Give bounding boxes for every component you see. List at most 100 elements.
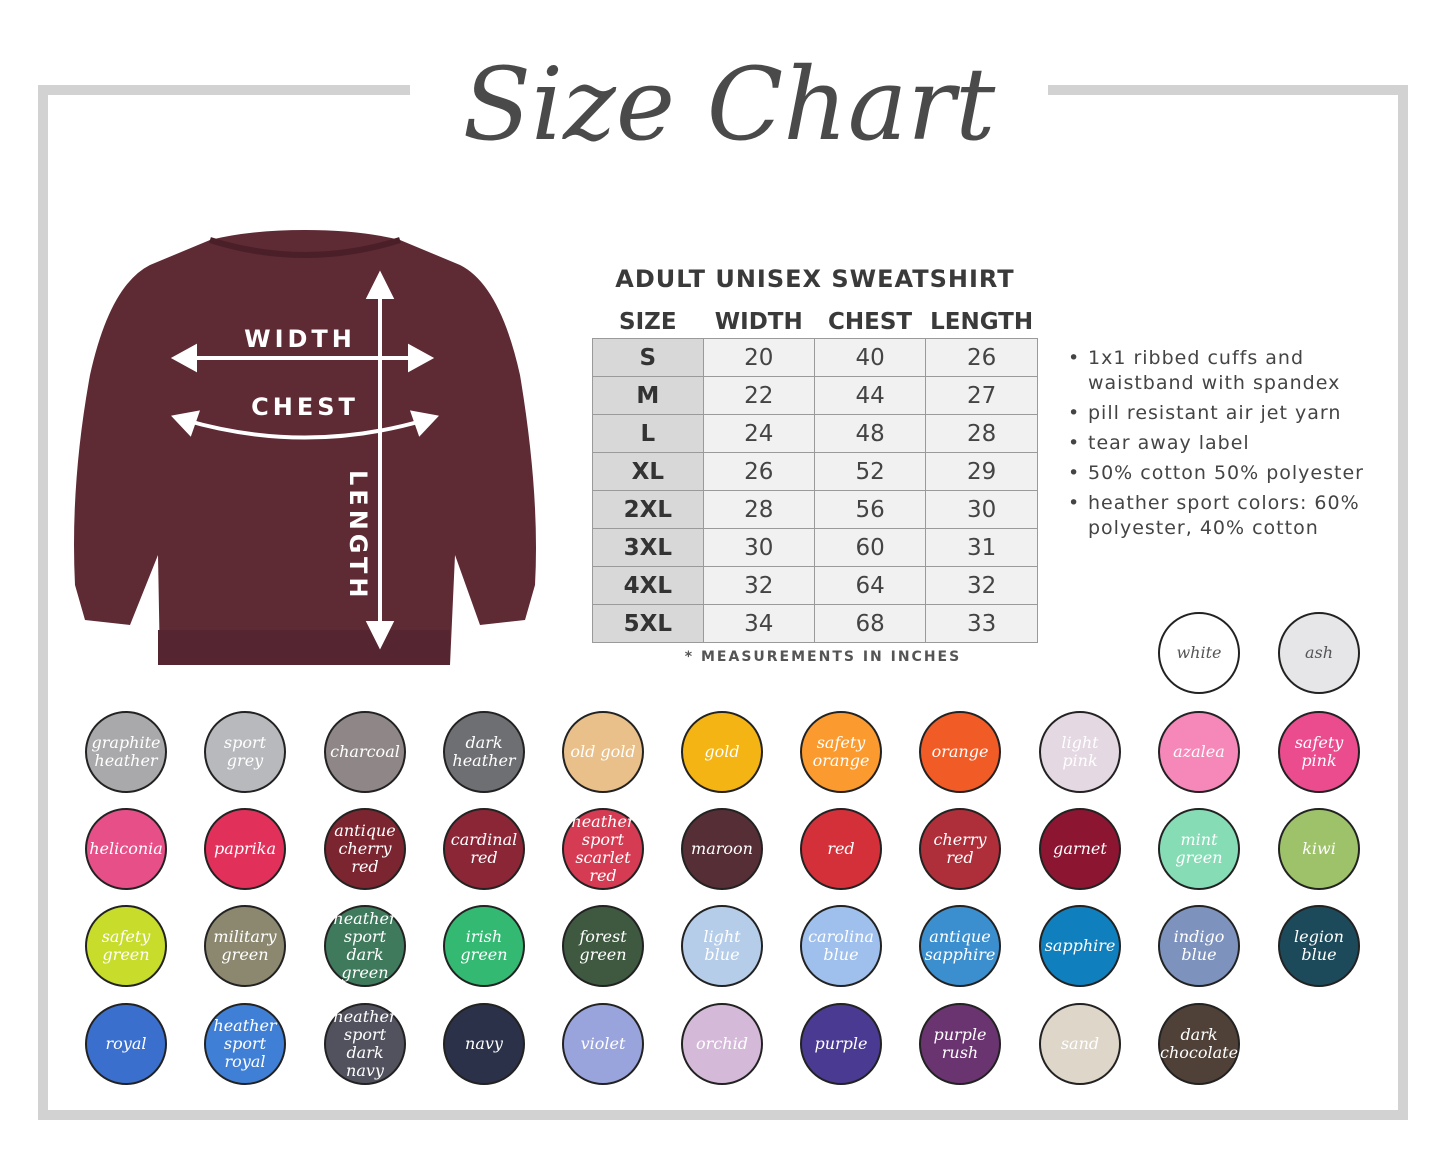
color-swatch: kiwi xyxy=(1278,808,1360,890)
measurement-cell: 32 xyxy=(702,566,815,605)
color-swatch: orchid xyxy=(681,1003,763,1085)
measurement-arrows xyxy=(170,270,439,650)
measurement-cell: 48 xyxy=(813,414,927,453)
color-swatch: heliconia xyxy=(85,808,167,890)
color-swatch: safety green xyxy=(85,905,167,987)
color-swatch: garnet xyxy=(1039,808,1121,890)
color-swatch: sand xyxy=(1039,1003,1121,1085)
feature-item: tear away label xyxy=(1068,431,1398,456)
column-header: CHEST xyxy=(828,308,913,335)
measurement-cell: 26 xyxy=(925,338,1038,377)
size-cell: XL xyxy=(592,452,704,491)
color-swatch: ash xyxy=(1278,612,1360,694)
column-header: SIZE xyxy=(619,308,677,335)
feature-list: 1x1 ribbed cuffs and waistband with span… xyxy=(1068,346,1398,546)
table-row: 2XL 28 56 30 xyxy=(592,490,1038,529)
color-swatch: military green xyxy=(204,905,286,987)
measurement-cell: 22 xyxy=(702,376,815,415)
color-swatch: indigo blue xyxy=(1158,905,1240,987)
sweatshirt-image: WIDTH CHEST LENGTH xyxy=(74,230,536,665)
color-swatch: sapphire xyxy=(1039,905,1121,987)
measurement-cell: 31 xyxy=(925,528,1038,567)
color-swatch: carolina blue xyxy=(800,905,882,987)
size-cell: L xyxy=(592,414,704,453)
color-swatch: maroon xyxy=(681,808,763,890)
color-swatch: navy xyxy=(443,1003,525,1085)
color-swatch: royal xyxy=(85,1003,167,1085)
color-swatch: mint green xyxy=(1158,808,1240,890)
color-swatch: heather sport dark green xyxy=(324,905,406,987)
color-swatch: legion blue xyxy=(1278,905,1360,987)
color-swatch: azalea xyxy=(1158,711,1240,793)
color-swatch: antique sapphire xyxy=(919,905,1001,987)
table-row: 3XL 30 60 31 xyxy=(592,528,1038,567)
table-row: L 24 48 28 xyxy=(592,414,1038,453)
table-row: M 22 44 27 xyxy=(592,376,1038,415)
color-swatch: safety orange xyxy=(800,711,882,793)
size-cell: 5XL xyxy=(592,604,704,643)
color-swatch: heather sport royal xyxy=(204,1003,286,1085)
color-swatch: white xyxy=(1158,612,1240,694)
size-table: SIZE WIDTH CHEST LENGTH S 20 40 26 M 22 44 27 L 24 48… xyxy=(592,305,1038,643)
measurement-cell: 52 xyxy=(813,452,927,491)
width-label: WIDTH xyxy=(244,325,356,353)
table-row: S 20 40 26 xyxy=(592,338,1038,377)
color-swatch: forest green xyxy=(562,905,644,987)
color-swatch: irish green xyxy=(443,905,525,987)
color-swatch: old gold xyxy=(562,711,644,793)
size-cell: S xyxy=(592,338,704,377)
color-swatch: purple rush xyxy=(919,1003,1001,1085)
feature-item: 50% cotton 50% polyester xyxy=(1068,461,1398,486)
measurement-cell: 26 xyxy=(702,452,815,491)
measurement-cell: 30 xyxy=(925,490,1038,529)
column-header: WIDTH xyxy=(714,308,803,335)
color-swatch: cherry red xyxy=(919,808,1001,890)
measurement-cell: 64 xyxy=(813,566,927,605)
color-swatch: violet xyxy=(562,1003,644,1085)
color-swatch: light blue xyxy=(681,905,763,987)
color-swatch: dark heather xyxy=(443,711,525,793)
length-label: LENGTH xyxy=(344,470,372,602)
size-cell: 2XL xyxy=(592,490,704,529)
measurement-cell: 20 xyxy=(702,338,815,377)
table-row: 5XL 34 68 33 xyxy=(592,604,1038,643)
size-cell: 4XL xyxy=(592,566,704,605)
color-swatch: paprika xyxy=(204,808,286,890)
color-swatch: orange xyxy=(919,711,1001,793)
page-title: Size Chart xyxy=(462,46,996,163)
chest-label: CHEST xyxy=(251,393,359,421)
measurement-cell: 28 xyxy=(702,490,815,529)
measurement-cell: 44 xyxy=(813,376,927,415)
measurement-cell: 24 xyxy=(702,414,815,453)
table-row: XL 26 52 29 xyxy=(592,452,1038,491)
measurement-cell: 34 xyxy=(702,604,815,643)
measurement-cell: 33 xyxy=(925,604,1038,643)
sweatshirt-body xyxy=(74,230,536,665)
measurement-cell: 32 xyxy=(925,566,1038,605)
measurement-cell: 29 xyxy=(925,452,1038,491)
color-swatch: cardinal red xyxy=(443,808,525,890)
column-header: LENGTH xyxy=(930,308,1034,335)
feature-item: 1x1 ribbed cuffs and waistband with span… xyxy=(1068,346,1388,396)
measurement-cell: 27 xyxy=(925,376,1038,415)
color-swatch: light pink xyxy=(1039,711,1121,793)
feature-item: pill resistant air jet yarn xyxy=(1068,401,1398,426)
color-swatch: purple xyxy=(800,1003,882,1085)
table-row: 4XL 32 64 32 xyxy=(592,566,1038,605)
measurement-cell: 40 xyxy=(813,338,927,377)
feature-item: heather sport colors: 60% polyester, 40%… xyxy=(1068,491,1398,541)
color-swatch: sport grey xyxy=(204,711,286,793)
color-swatch: graphite heather xyxy=(85,711,167,793)
table-title: ADULT UNISEX SWEATSHIRT xyxy=(615,265,1015,293)
color-swatch: dark chocolate xyxy=(1158,1003,1240,1085)
measurement-cell: 60 xyxy=(813,528,927,567)
color-swatch: safety pink xyxy=(1278,711,1360,793)
color-swatch: antique cherry red xyxy=(324,808,406,890)
color-swatch: gold xyxy=(681,711,763,793)
color-swatch: heather sport dark navy xyxy=(324,1003,406,1085)
header-row: SIZE WIDTH CHEST LENGTH xyxy=(593,305,1038,339)
measurement-cell: 68 xyxy=(813,604,927,643)
measurement-cell: 28 xyxy=(925,414,1038,453)
measurement-cell: 56 xyxy=(813,490,927,529)
